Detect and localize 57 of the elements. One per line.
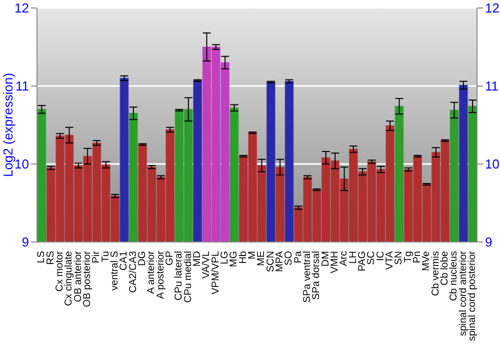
x-tick-label: Pir — [91, 250, 102, 264]
y2-tick-label: 9 — [485, 234, 492, 250]
x-tick-label: VA/VL — [201, 250, 212, 279]
x-tick-label: SPa ventral — [302, 251, 313, 303]
x-tick-label: SPa dorsal — [311, 251, 322, 300]
x-tick-label: CPu lateral — [174, 251, 185, 300]
x-tick-label: PAG — [356, 250, 368, 272]
x-tick-label: IC — [375, 251, 386, 261]
x-tick-label: Cx cingulate — [64, 250, 75, 306]
x-tick-label: DM — [320, 251, 332, 267]
x-tick-label: MVe — [421, 250, 432, 272]
x-tick-label: MG — [228, 250, 240, 268]
x-tick-label: Pa — [292, 250, 304, 264]
x-tick-label: DG — [136, 250, 148, 266]
y2-tick-label: 12 — [485, 0, 500, 16]
x-tick-label: spinal cord anterior — [458, 250, 469, 336]
x-tick-label: ME — [256, 250, 268, 266]
x-tick-label: Hb — [238, 250, 249, 264]
x-tick-label: Tg — [402, 251, 414, 263]
x-tick-label: spinal cord posterior — [466, 250, 478, 342]
x-tick-label: OB anterior — [72, 250, 84, 302]
x-tick-label: CA1 — [118, 250, 130, 270]
y2-tick-label: 10 — [485, 156, 500, 172]
x-tick-label: Cb vermis — [430, 251, 442, 296]
x-tick-label: Cb lobe — [439, 250, 450, 286]
x-tick-label: VTA — [384, 250, 396, 270]
x-tick-label: SCN — [265, 251, 276, 272]
x-tick-label: VMH — [329, 251, 340, 274]
x-tick-label: GP — [164, 250, 176, 266]
x-tick-label: M — [246, 251, 258, 260]
x-tick-label: SC — [366, 251, 378, 265]
x-tick-label: CA2/CA3 — [128, 250, 139, 293]
x-tick-label: MD — [192, 251, 203, 267]
x-tick-label: LS — [36, 250, 48, 264]
x-tick-label: A anterior — [146, 250, 158, 294]
x-tick-label: RS — [45, 250, 56, 265]
y-tick-label: 9 — [22, 234, 29, 250]
x-tick-label: SO — [284, 250, 295, 266]
x-tick-label: LH — [348, 251, 359, 264]
x-tick-label: LG — [219, 250, 230, 264]
y-axis-title: Log2 (expression) — [0, 72, 16, 178]
x-tick-label: Cb nucleus — [448, 251, 460, 302]
x-tick-label: Tu — [100, 251, 112, 262]
x-tick-label: OB posterior — [82, 250, 93, 308]
x-tick-label: MPA — [274, 250, 286, 272]
x-tick-label: SN — [394, 251, 405, 265]
x-tick-label: CPu medial — [182, 251, 194, 303]
y2-tick-label: 11 — [485, 78, 498, 94]
x-tick-label: ventral S — [109, 250, 120, 290]
y-tick-label: 12 — [14, 0, 29, 16]
x-tick-label: Cx motor — [54, 250, 66, 292]
y-tick-label: 10 — [14, 156, 29, 172]
x-tick-label: Arc — [338, 251, 350, 266]
y-tick-label: 11 — [16, 78, 29, 94]
x-tick-label: Pn — [412, 251, 423, 264]
x-tick-label: VPM/VPL — [210, 250, 222, 294]
x-tick-label: A posterior — [155, 250, 166, 299]
